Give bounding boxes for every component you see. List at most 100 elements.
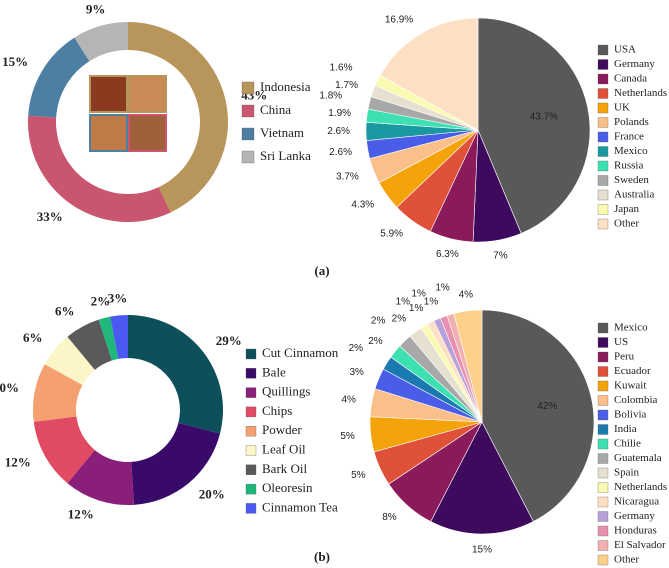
value-label: 2% bbox=[368, 336, 383, 347]
value-label: 3% bbox=[108, 290, 128, 305]
legend-label: Germany bbox=[614, 510, 655, 522]
value-label: 29% bbox=[216, 333, 242, 348]
slice bbox=[131, 422, 221, 505]
legend-swatch bbox=[597, 131, 609, 143]
slice bbox=[67, 319, 112, 370]
legend-label: Bolivia bbox=[614, 409, 647, 421]
legend-label: Chips bbox=[262, 403, 292, 418]
legend-swatch bbox=[597, 467, 609, 479]
slice bbox=[98, 316, 119, 361]
value-label: 15% bbox=[472, 545, 492, 556]
legend-swatch bbox=[597, 453, 609, 464]
slice bbox=[44, 336, 95, 385]
legend-label: Peru bbox=[614, 351, 635, 363]
legend-label: Germany bbox=[614, 58, 655, 70]
value-label: 5.9% bbox=[380, 228, 403, 239]
value-label: 2% bbox=[371, 315, 386, 326]
legend-swatch bbox=[241, 81, 255, 95]
legend-swatch bbox=[597, 496, 609, 508]
legend-label: France bbox=[614, 131, 644, 143]
legend-label: Japan bbox=[614, 203, 640, 215]
value-label: 42% bbox=[537, 401, 557, 412]
legend-swatch bbox=[245, 348, 257, 360]
legend-label: Mexico bbox=[614, 145, 648, 157]
value-label: 1.9% bbox=[328, 108, 351, 119]
value-label: 12% bbox=[68, 507, 94, 522]
slice bbox=[33, 416, 95, 484]
icon bbox=[128, 75, 167, 113]
value-label: 2% bbox=[91, 293, 111, 308]
value-label: 6% bbox=[23, 330, 43, 345]
icon bbox=[89, 75, 128, 113]
slice bbox=[33, 364, 83, 422]
legend-swatch bbox=[597, 189, 609, 201]
slice bbox=[67, 450, 134, 505]
value-label: 12% bbox=[5, 454, 31, 469]
legend-label: Ecuador bbox=[614, 365, 651, 377]
legend-swatch bbox=[597, 540, 609, 551]
value-label: 5% bbox=[351, 470, 366, 481]
legend-label: Powder bbox=[262, 422, 302, 437]
legend-label: Leaf Oil bbox=[262, 441, 306, 456]
slice bbox=[477, 17, 591, 234]
legend-label: Guatemala bbox=[614, 452, 662, 464]
slice bbox=[27, 115, 171, 222]
legend-swatch bbox=[241, 150, 255, 164]
legend-swatch bbox=[597, 482, 609, 493]
legend-swatch bbox=[597, 337, 609, 348]
value-label: 1.6% bbox=[330, 63, 353, 74]
legend-swatch bbox=[245, 503, 257, 514]
legend-label: Bark Oil bbox=[262, 461, 308, 476]
legend-label: US bbox=[614, 336, 628, 348]
value-label: 6.3% bbox=[436, 249, 459, 260]
value-label: 1% bbox=[396, 297, 411, 308]
legend-swatch bbox=[597, 218, 609, 230]
slice bbox=[28, 37, 90, 118]
legend-swatch bbox=[597, 511, 609, 522]
icon bbox=[89, 114, 128, 152]
slice bbox=[430, 421, 534, 535]
value-label: 15% bbox=[2, 54, 28, 69]
value-label: 1% bbox=[435, 282, 450, 293]
legend-swatch bbox=[597, 175, 609, 186]
legend-label: Nicaragua bbox=[614, 496, 659, 508]
slice bbox=[110, 315, 128, 359]
legend-swatch bbox=[597, 322, 609, 334]
value-label: 5% bbox=[340, 431, 355, 442]
legend-swatch bbox=[597, 44, 609, 56]
legend-swatch bbox=[597, 380, 609, 392]
legend-swatch bbox=[597, 438, 609, 450]
icon bbox=[128, 114, 167, 152]
legend-label: El Salvador bbox=[614, 539, 666, 551]
legend-swatch bbox=[597, 59, 609, 70]
legend-swatch bbox=[597, 395, 609, 406]
legend-swatch bbox=[597, 366, 609, 377]
legend-swatch bbox=[241, 104, 255, 118]
legend-label: USA bbox=[614, 44, 636, 56]
legend-swatch bbox=[597, 351, 609, 363]
value-label: 4% bbox=[341, 394, 356, 405]
value-label: 2% bbox=[349, 343, 364, 354]
legend-label: Quillings bbox=[262, 384, 310, 399]
chart: 43.7%7%6.3%5.9%4.3%3.7%2.6%2.6%1.9%1.8%1… bbox=[319, 14, 667, 261]
legend-label: Netherlands bbox=[614, 481, 667, 493]
legend-label: Bale bbox=[262, 364, 286, 379]
legend-swatch bbox=[245, 426, 257, 437]
legend-label: Sri Lanka bbox=[260, 148, 311, 163]
value-label: 1% bbox=[424, 296, 439, 307]
value-label: 20% bbox=[199, 487, 225, 502]
legend-swatch bbox=[597, 160, 609, 172]
legend-swatch bbox=[597, 117, 609, 128]
slice bbox=[481, 309, 595, 522]
value-label: 3% bbox=[349, 367, 364, 378]
value-label: 7% bbox=[493, 251, 508, 262]
chart: 42%15%8%5%5%4%3%2%2%2% 2%1%1%1%1%1%4%Mexi… bbox=[340, 282, 667, 565]
legend-swatch bbox=[597, 73, 609, 85]
legend-label: Spain bbox=[614, 467, 640, 479]
legend-label: Russia bbox=[614, 160, 643, 172]
legend-label: Australia bbox=[614, 189, 654, 201]
value-label: 1% bbox=[409, 303, 424, 314]
slice bbox=[128, 22, 228, 213]
legend-label: UK bbox=[614, 102, 630, 114]
